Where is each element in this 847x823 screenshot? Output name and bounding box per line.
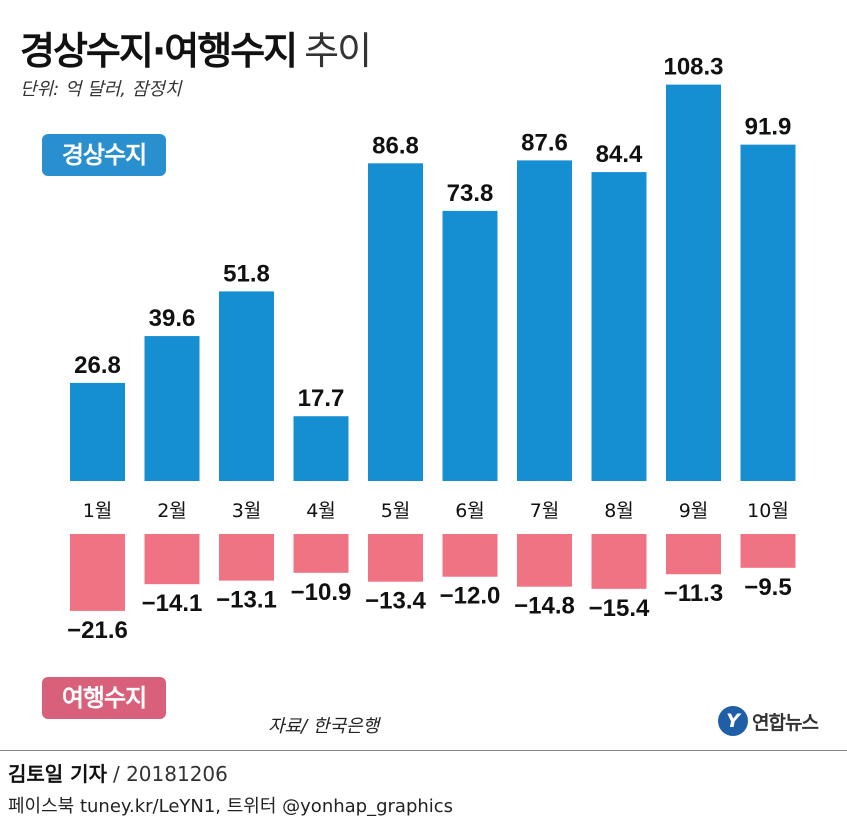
legend-current-account: 경상수지	[42, 134, 166, 176]
yonhap-logo: Y 연합뉴스	[718, 706, 819, 736]
value-label-travel-2: −14.1	[142, 590, 203, 617]
value-label-current-1: 26.8	[74, 352, 121, 379]
value-label-travel-8: −15.4	[589, 595, 650, 622]
byline-date: / 20181206	[112, 762, 228, 786]
value-label-travel-9: −11.3	[664, 580, 723, 607]
chart-title: 경상수지·여행수지 추이	[20, 20, 372, 75]
yonhap-logo-icon: Y	[718, 706, 748, 736]
bar-current-3	[219, 291, 274, 481]
byline: 김토일 기자/ 20181206	[8, 758, 228, 787]
value-label-current-6: 73.8	[447, 180, 494, 207]
bar-travel-5	[368, 534, 423, 582]
value-label-travel-4: −10.9	[291, 579, 352, 606]
bar-current-6	[442, 210, 498, 481]
unit-note: 단위: 억 달러, 잠정치	[20, 79, 182, 100]
bar-chart: 26.8 1월 −21.6 39.6 2월 −14.1 51.8 3월 −13.1 17.7 4월 −…	[67, 54, 796, 644]
value-label-current-10: 91.9	[745, 114, 792, 141]
footer-divider	[0, 750, 847, 751]
value-label-travel-1: −21.6	[67, 617, 128, 644]
legend-travel-balance: 여행수지	[42, 677, 166, 719]
month-label-2: 2월	[157, 500, 187, 522]
bar-travel-9	[666, 534, 721, 575]
value-label-current-2: 39.6	[149, 305, 196, 332]
bar-current-7	[517, 160, 572, 481]
month-label-1: 1월	[83, 500, 113, 522]
value-label-current-3: 51.8	[223, 260, 270, 287]
source-note: 자료/ 한국은행	[268, 716, 380, 737]
chart-title-main: 경상수지·여행수지	[20, 29, 298, 73]
value-label-travel-7: −14.8	[514, 593, 575, 620]
month-label-3: 3월	[232, 500, 262, 522]
bar-travel-10	[740, 534, 796, 568]
bar-travel-4	[293, 534, 349, 573]
bar-current-4	[293, 416, 349, 481]
bar-current-5	[368, 163, 423, 481]
bar-current-2	[144, 336, 200, 481]
month-label-10: 10월	[747, 500, 789, 522]
bar-travel-6	[442, 534, 498, 577]
byline-name: 김토일 기자	[8, 762, 107, 786]
social-links: 페이스북 tuney.kr/LeYN1, 트위터 @yonhap_graphic…	[8, 796, 454, 817]
bar-travel-3	[219, 534, 274, 581]
month-label-6: 6월	[455, 500, 485, 522]
value-label-current-9: 108.3	[663, 54, 723, 81]
chart-title-light: 추이	[304, 29, 372, 73]
bar-current-10	[740, 144, 796, 481]
value-label-current-7: 87.6	[521, 129, 568, 156]
value-label-travel-3: −13.1	[216, 587, 277, 614]
bar-current-1	[70, 382, 125, 481]
yonhap-logo-text: 연합뉴스	[752, 711, 819, 734]
month-label-4: 4월	[306, 500, 336, 522]
month-label-7: 7월	[530, 500, 560, 522]
bar-current-9	[666, 84, 721, 481]
month-label-9: 9월	[679, 500, 709, 522]
bar-travel-7	[517, 534, 572, 587]
value-label-travel-6: −12.0	[440, 583, 501, 610]
value-label-travel-10: −9.5	[744, 574, 791, 601]
bar-current-8	[591, 172, 647, 481]
month-label-5: 5월	[381, 500, 411, 522]
value-label-current-4: 17.7	[298, 385, 345, 412]
bar-travel-2	[144, 534, 200, 585]
month-label-8: 8월	[604, 500, 634, 522]
bar-travel-1	[70, 534, 125, 611]
value-label-current-5: 86.8	[372, 132, 419, 159]
value-label-current-8: 84.4	[596, 141, 643, 168]
bar-travel-8	[591, 534, 647, 589]
value-label-travel-5: −13.4	[365, 588, 426, 615]
